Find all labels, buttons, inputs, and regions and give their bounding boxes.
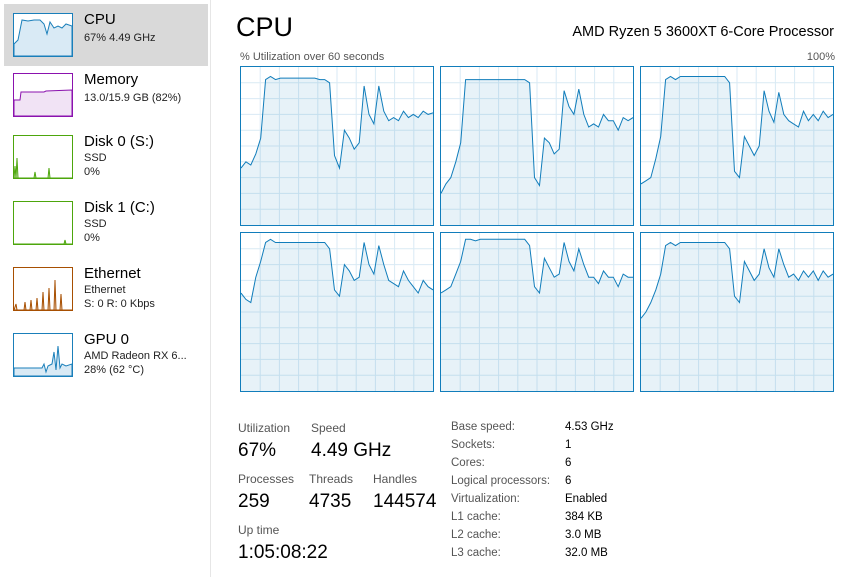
core-graph-grid — [641, 233, 833, 391]
logical-processors-value: 6 — [565, 475, 572, 487]
gpu-0-thumbnail-graph — [13, 333, 73, 377]
processes-value: 259 — [238, 491, 270, 512]
page-title: CPU — [236, 12, 294, 42]
core-utilization-line — [641, 75, 833, 185]
cpu-thumbnail-graph — [13, 13, 73, 57]
sidebar-item-cpu[interactable]: CPU 67% 4.49 GHz — [4, 4, 208, 66]
l2-cache-value: 3.0 MB — [565, 529, 602, 541]
graph-max-label: 100% — [806, 51, 835, 63]
core-utilization-line — [441, 238, 633, 295]
sidebar-item-label: CPU — [84, 11, 116, 28]
sidebar-item-detail: SSD — [84, 152, 107, 164]
sidebar-item-disk-1[interactable]: Disk 1 (C:) SSD 0% — [4, 192, 208, 254]
processes-label: Processes — [238, 472, 295, 486]
core-graph-4 — [240, 232, 434, 392]
sidebar-item-usage: S: 0 R: 0 Kbps — [84, 298, 155, 310]
sidebar-item-memory[interactable]: Memory 13.0/15.9 GB (82%) — [4, 64, 208, 126]
cores-key: Cores: — [451, 457, 485, 469]
l3-cache-key: L3 cache: — [451, 547, 501, 559]
core-graph-1-plot — [241, 67, 433, 225]
core-utilization-area — [641, 76, 833, 225]
sidebar: CPU 67% 4.49 GHz Memory 13.0/15.9 GB (82… — [0, 0, 211, 577]
sidebar-item-usage: 0% — [84, 232, 100, 244]
sidebar-item-usage: 0% — [84, 166, 100, 178]
cpu-detail-panel: CPU AMD Ryzen 5 3600XT 6-Core Processor … — [236, 0, 836, 577]
core-graph-2-plot — [441, 67, 633, 225]
core-graph-2 — [440, 66, 634, 226]
core-graph-grid — [441, 233, 633, 391]
l3-cache-value: 32.0 MB — [565, 547, 608, 559]
core-graph-6-plot — [641, 233, 833, 391]
ethernet-thumbnail-graph — [13, 267, 73, 311]
sockets-key: Sockets: — [451, 439, 496, 451]
sidebar-item-usage: 28% (62 °C) — [84, 364, 145, 376]
virtualization-key: Virtualization: — [451, 493, 520, 505]
sidebar-item-detail: 67% 4.49 GHz — [84, 32, 156, 44]
l1-cache-key: L1 cache: — [451, 511, 501, 523]
core-graph-grid — [641, 67, 833, 225]
core-utilization-area — [241, 239, 433, 391]
handles-value: 144574 — [373, 491, 437, 512]
uptime-label: Up time — [238, 523, 280, 537]
sidebar-item-label: Ethernet — [84, 265, 141, 282]
handles-label: Handles — [373, 472, 418, 486]
core-utilization-area — [441, 79, 633, 225]
core-utilization-line — [241, 238, 433, 304]
l1-cache-value: 384 KB — [565, 511, 603, 523]
disk-1-thumbnail-graph — [13, 201, 73, 245]
processor-name: AMD Ryzen 5 3600XT 6-Core Processor — [572, 24, 834, 40]
core-utilization-line — [241, 75, 433, 171]
sidebar-item-disk-0[interactable]: Disk 0 (S:) SSD 0% — [4, 126, 208, 188]
sockets-value: 1 — [565, 439, 572, 451]
base-speed-value: 4.53 GHz — [565, 421, 614, 433]
core-graph-3 — [640, 66, 834, 226]
core-graph-6 — [640, 232, 834, 392]
sidebar-item-detail: SSD — [84, 218, 107, 230]
base-speed-key: Base speed: — [451, 421, 515, 433]
core-graph-5 — [440, 232, 634, 392]
sidebar-item-detail: AMD Radeon RX 6... — [84, 350, 187, 362]
core-graph-3-plot — [641, 67, 833, 225]
threads-label: Threads — [309, 472, 354, 486]
disk-0-thumbnail-graph — [13, 135, 73, 179]
sidebar-item-detail: 13.0/15.9 GB (82%) — [84, 92, 182, 104]
core-utilization-line — [441, 79, 633, 194]
logical-processors-key: Logical processors: — [451, 475, 551, 487]
memory-thumbnail-graph — [13, 73, 73, 117]
sidebar-item-label: GPU 0 — [84, 331, 130, 348]
core-graph-grid — [241, 67, 433, 225]
l2-cache-key: L2 cache: — [451, 529, 501, 541]
virtualization-value: Enabled — [565, 493, 608, 505]
core-graph-5-plot — [441, 233, 633, 391]
sidebar-item-detail: Ethernet — [84, 284, 126, 296]
graph-caption: % Utilization over 60 seconds — [240, 51, 385, 63]
core-graph-4-plot — [241, 233, 433, 391]
core-utilization-area — [641, 242, 833, 391]
utilization-value: 67% — [238, 440, 277, 461]
sidebar-item-label: Memory — [84, 71, 139, 88]
core-utilization-line — [641, 241, 833, 319]
sidebar-item-label: Disk 1 (C:) — [84, 199, 155, 216]
threads-value: 4735 — [309, 491, 352, 512]
core-utilization-area — [441, 239, 633, 391]
uptime-value: 1:05:08:22 — [238, 542, 328, 563]
core-graph-grid — [441, 67, 633, 225]
core-graph-grid — [241, 233, 433, 391]
utilization-label: Utilization — [238, 421, 291, 435]
cores-value: 6 — [565, 457, 572, 469]
speed-label: Speed — [311, 421, 346, 435]
sidebar-item-label: Disk 0 (S:) — [84, 133, 155, 150]
sidebar-item-gpu-0[interactable]: GPU 0 AMD Radeon RX 6... 28% (62 °C) — [4, 324, 208, 386]
sidebar-item-ethernet[interactable]: Ethernet Ethernet S: 0 R: 0 Kbps — [4, 258, 208, 320]
core-graph-1 — [240, 66, 434, 226]
speed-value: 4.49 GHz — [311, 440, 392, 461]
